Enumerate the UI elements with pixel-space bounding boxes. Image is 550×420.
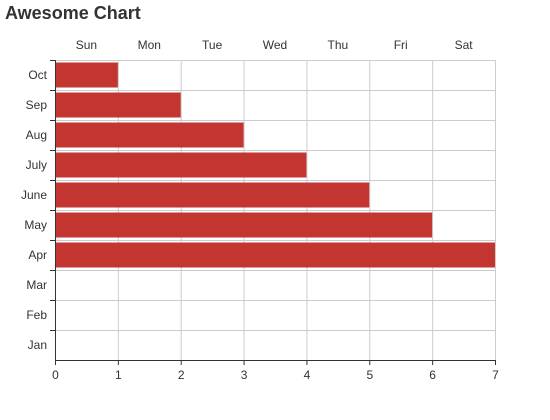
y-tick-label: Feb <box>26 308 47 322</box>
y-axis-labels: Jan Feb Mar Apr May June July Aug Sep Oct <box>21 68 48 352</box>
y-tick-label: Sep <box>26 98 48 112</box>
x-axis-labels: 0 1 2 3 4 5 6 7 <box>52 368 499 382</box>
y-tick-label: May <box>24 218 47 232</box>
top-tick-label: Wed <box>263 38 287 52</box>
bar <box>55 122 244 148</box>
x-tick-label: 0 <box>52 368 59 382</box>
y-tick-label: July <box>26 158 47 172</box>
x-tick-label: 7 <box>492 368 499 382</box>
bar <box>55 62 118 88</box>
y-tick-label: Oct <box>28 68 47 82</box>
top-tick-label: Tue <box>202 38 223 52</box>
grid-lines <box>55 60 496 361</box>
top-tick-label: Sun <box>76 38 97 52</box>
x-tick-label: 2 <box>178 368 185 382</box>
bar <box>55 242 495 268</box>
x-tick-label: 5 <box>366 368 373 382</box>
top-tick-label: Mon <box>138 38 161 52</box>
axes <box>50 60 496 365</box>
bar <box>55 182 370 208</box>
x-tick-label: 1 <box>115 368 122 382</box>
bar <box>55 92 181 118</box>
top-tick-label: Thu <box>328 38 349 52</box>
bars <box>55 62 495 268</box>
x-tick-label: 4 <box>304 368 311 382</box>
y-tick-label: Apr <box>28 248 47 262</box>
top-axis-labels: Sun Mon Tue Wed Thu Fri Sat <box>76 38 473 52</box>
x-tick-label: 3 <box>241 368 248 382</box>
y-tick-label: June <box>21 188 47 202</box>
y-tick-label: Aug <box>26 128 47 142</box>
y-tick-label: Mar <box>26 278 47 292</box>
top-tick-label: Fri <box>394 38 408 52</box>
bar <box>55 212 433 238</box>
y-tick-label: Jan <box>28 338 47 352</box>
chart-title: Awesome Chart <box>5 3 141 23</box>
x-tick-label: 6 <box>429 368 436 382</box>
top-tick-label: Sat <box>455 38 474 52</box>
bar <box>55 152 307 178</box>
